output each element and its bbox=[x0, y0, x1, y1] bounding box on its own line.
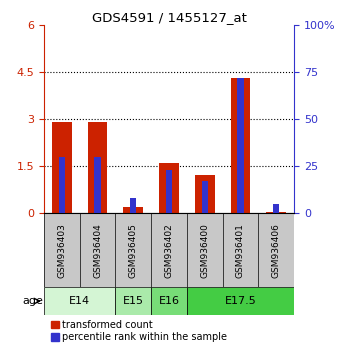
Bar bbox=[187, 287, 294, 315]
Bar bbox=[231, 78, 250, 213]
Bar bbox=[130, 198, 137, 213]
Text: GSM936404: GSM936404 bbox=[93, 223, 102, 278]
Bar bbox=[44, 287, 115, 315]
Bar bbox=[273, 204, 280, 213]
Bar bbox=[201, 181, 208, 213]
Bar bbox=[237, 78, 244, 213]
Bar bbox=[159, 163, 179, 213]
Text: GSM936403: GSM936403 bbox=[57, 223, 66, 278]
Text: E15: E15 bbox=[123, 296, 144, 306]
Bar bbox=[115, 287, 151, 315]
Title: GDS4591 / 1455127_at: GDS4591 / 1455127_at bbox=[92, 11, 246, 24]
Text: GSM936406: GSM936406 bbox=[272, 223, 281, 278]
Bar bbox=[123, 207, 143, 213]
Bar bbox=[195, 176, 215, 213]
Bar bbox=[44, 213, 294, 287]
Text: E14: E14 bbox=[69, 296, 90, 306]
Text: E16: E16 bbox=[159, 296, 179, 306]
Bar bbox=[52, 122, 72, 213]
Text: GSM936400: GSM936400 bbox=[200, 223, 209, 278]
Text: GSM936402: GSM936402 bbox=[165, 223, 173, 278]
Text: GSM936405: GSM936405 bbox=[129, 223, 138, 278]
Text: GSM936401: GSM936401 bbox=[236, 223, 245, 278]
Bar bbox=[88, 122, 107, 213]
Bar bbox=[94, 156, 101, 213]
Bar bbox=[151, 287, 187, 315]
Bar bbox=[266, 212, 286, 213]
Bar bbox=[166, 170, 172, 213]
Text: E17.5: E17.5 bbox=[224, 296, 256, 306]
Bar bbox=[58, 156, 65, 213]
Legend: transformed count, percentile rank within the sample: transformed count, percentile rank withi… bbox=[49, 318, 230, 344]
Text: age: age bbox=[22, 296, 43, 306]
